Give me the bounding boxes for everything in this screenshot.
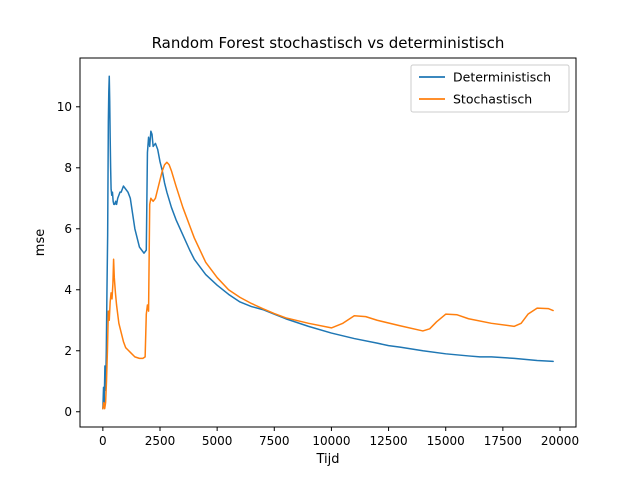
y-tick-label: 2 (64, 344, 72, 358)
y-tick-label: 4 (64, 283, 72, 297)
y-tick-label: 8 (64, 161, 72, 175)
plot-lines (102, 75, 554, 410)
x-tick-label: 0 (99, 434, 107, 448)
x-axis-ticks: 0 2500 5000 7500 10000 12500 15000 17500 20000 (99, 427, 579, 448)
legend-box (410, 64, 570, 113)
axes-frame (79, 57, 577, 428)
x-tick-label: 20000 (541, 434, 579, 448)
x-axis-label: Tijd (315, 452, 339, 467)
x-tick-label: 10000 (312, 434, 350, 448)
y-tick-label: 6 (64, 222, 72, 236)
x-tick-label: 2500 (145, 434, 176, 448)
x-tick-label: 12500 (369, 434, 407, 448)
series-line-deterministisch (102, 75, 554, 410)
legend-label-deterministisch: Deterministisch (453, 70, 551, 85)
y-tick-label: 0 (64, 405, 72, 419)
legend: Deterministisch Stochastisch (410, 64, 570, 113)
series-line-stochastisch (102, 161, 554, 410)
chart-title: Random Forest stochastisch vs determinis… (152, 34, 505, 52)
y-axis-ticks: 0 2 4 6 8 10 (57, 100, 80, 419)
x-tick-label: 17500 (484, 434, 522, 448)
legend-items: Deterministisch Stochastisch (419, 70, 551, 107)
x-tick-label: 15000 (427, 434, 465, 448)
x-tick-label: 7500 (259, 434, 290, 448)
legend-label-stochastisch: Stochastisch (453, 92, 532, 107)
y-axis-label: mse (33, 229, 48, 256)
y-tick-label: 10 (57, 100, 72, 114)
x-tick-label: 5000 (202, 434, 233, 448)
